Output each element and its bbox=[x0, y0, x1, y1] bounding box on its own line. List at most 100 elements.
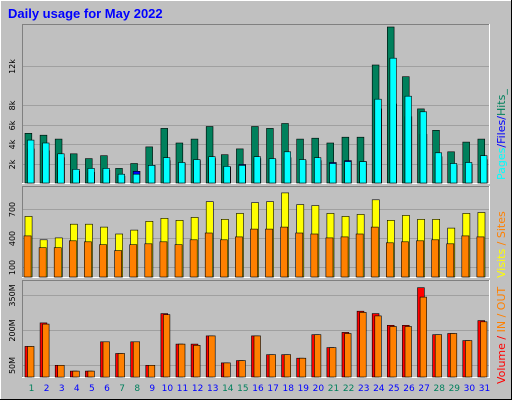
out-bar bbox=[449, 333, 458, 378]
pages-bar bbox=[480, 155, 488, 184]
out-bar bbox=[117, 353, 125, 378]
legend-text: Pages/Files/Hits_ bbox=[495, 89, 508, 180]
panels-layer: 2k 4k 6k 8k 12k 100 400 700 50M 200M 350M bbox=[8, 24, 490, 378]
legend-entry: / bbox=[495, 116, 508, 120]
day-label: 12 bbox=[192, 384, 203, 394]
day-label: 8 bbox=[134, 384, 140, 394]
out-bar bbox=[268, 354, 276, 378]
y-tick-label: 700 bbox=[8, 202, 17, 217]
out-bar bbox=[434, 334, 443, 378]
day-label: 23 bbox=[358, 384, 369, 394]
sites-bar bbox=[204, 232, 213, 278]
day-label: 24 bbox=[373, 384, 385, 394]
y-tick-label: 8k bbox=[8, 100, 17, 110]
pages-bar bbox=[404, 95, 412, 184]
day-label: 22 bbox=[343, 384, 354, 394]
day-label: 27 bbox=[418, 384, 429, 394]
y-tick-label: 2k bbox=[8, 159, 17, 169]
out-bar bbox=[208, 335, 216, 378]
sites-bar bbox=[144, 243, 153, 278]
legend-text: Visits / Sites bbox=[495, 211, 508, 278]
pages-bar bbox=[148, 165, 156, 184]
legend-pages-files-hits: Pages/Files/Hits_ bbox=[495, 89, 508, 180]
out-bar bbox=[132, 341, 140, 378]
pages-bar bbox=[374, 98, 382, 184]
legend-entry: / bbox=[495, 332, 508, 343]
out-bar bbox=[102, 341, 110, 378]
legend-visits-sites: Visits / Sites bbox=[495, 211, 508, 278]
out-bar bbox=[298, 357, 307, 378]
y-tick-label: 100 bbox=[8, 260, 17, 275]
day-label: 31 bbox=[479, 384, 490, 394]
day-label: 16 bbox=[252, 384, 264, 394]
sites-bar bbox=[295, 232, 304, 278]
day-label: 30 bbox=[464, 384, 476, 394]
legend-text: Volume / IN / OUT bbox=[495, 286, 508, 384]
day-label: 25 bbox=[388, 384, 399, 394]
legend-entry: Volume bbox=[495, 343, 508, 384]
out-bar bbox=[374, 315, 382, 378]
legend-entry: Hits bbox=[495, 94, 508, 116]
day-label: 21 bbox=[328, 384, 339, 394]
legend-entry: Visits bbox=[495, 249, 508, 278]
day-label: 13 bbox=[207, 384, 218, 394]
sites-bar bbox=[69, 240, 77, 278]
sites-bar bbox=[84, 241, 92, 278]
pages-bar bbox=[359, 161, 367, 184]
pages-bar bbox=[193, 159, 201, 184]
day-label: 4 bbox=[74, 384, 80, 394]
out-bar bbox=[163, 314, 171, 378]
y-tick-label: 400 bbox=[8, 231, 17, 246]
out-bar bbox=[72, 370, 80, 378]
day-label: 26 bbox=[403, 384, 415, 394]
out-bar bbox=[27, 346, 35, 378]
legend-entry: / bbox=[495, 238, 508, 249]
y-tick-label: 12k bbox=[8, 59, 17, 74]
out-bar bbox=[193, 344, 201, 378]
pages-bar bbox=[253, 156, 261, 184]
sites-bar bbox=[159, 241, 168, 278]
day-label: 9 bbox=[149, 384, 155, 394]
sites-bar bbox=[416, 240, 424, 278]
sites-bar bbox=[99, 244, 107, 278]
sites-bar bbox=[446, 243, 455, 278]
pages-bar bbox=[329, 163, 337, 184]
sites-bar bbox=[38, 247, 47, 278]
pages-bar bbox=[419, 111, 427, 184]
day-label: 10 bbox=[162, 384, 174, 394]
pages-bar bbox=[27, 139, 35, 184]
day-label: 15 bbox=[237, 384, 248, 394]
day-label: 19 bbox=[298, 384, 310, 394]
pages-bar bbox=[298, 159, 307, 184]
day-label: 20 bbox=[313, 384, 325, 394]
legend-entry: Files bbox=[495, 119, 508, 143]
y-tick-label: 4k bbox=[8, 139, 17, 149]
day-label: 1 bbox=[29, 384, 35, 394]
sites-bar bbox=[325, 237, 334, 278]
bars-middle-panel bbox=[23, 192, 486, 278]
pages-bar bbox=[42, 142, 50, 184]
out-bar bbox=[283, 354, 292, 378]
sites-bar bbox=[250, 228, 258, 278]
y-tick-label: 200M bbox=[8, 319, 17, 341]
sites-bar bbox=[431, 239, 440, 278]
pages-bar bbox=[434, 152, 443, 184]
day-label: 2 bbox=[44, 384, 50, 394]
pages-bar bbox=[268, 158, 276, 184]
legend-entry: _ bbox=[495, 89, 508, 96]
out-bar bbox=[329, 347, 337, 378]
sites-bar bbox=[476, 236, 485, 278]
legend-volume-in-out: Volume / IN / OUT bbox=[495, 286, 508, 384]
out-bar bbox=[57, 364, 65, 378]
out-bar bbox=[314, 334, 322, 378]
legend-entry: / bbox=[495, 310, 508, 321]
out-bar bbox=[42, 323, 50, 378]
sites-bar bbox=[461, 235, 470, 278]
x-axis-day-labels: 1 2 3 4 5 6 7 8 9 10 11 12 13 14 15 16 17 18 19 20 21 22 23 24 2… bbox=[29, 384, 491, 394]
out-bar bbox=[404, 326, 412, 378]
legend-entry: / bbox=[495, 144, 508, 148]
out-bar bbox=[480, 321, 488, 378]
pages-bar bbox=[238, 165, 246, 184]
